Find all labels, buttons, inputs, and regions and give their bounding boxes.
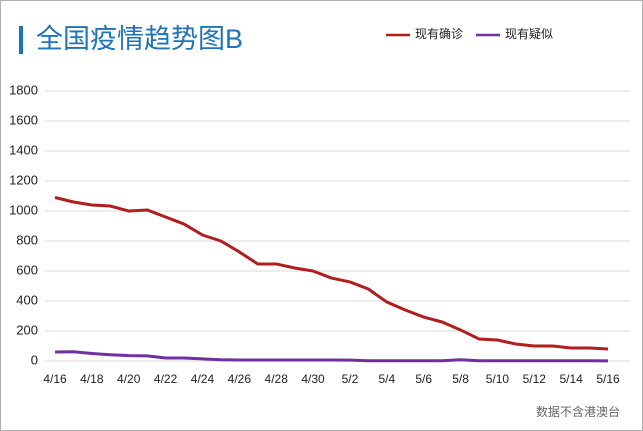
x-tick-label: 5/6 <box>415 372 432 386</box>
x-tick-label: 5/8 <box>452 372 469 386</box>
source-note: 数据不含港澳台 <box>536 404 620 419</box>
y-tick-label: 1200 <box>9 172 38 187</box>
legend-label: 现有确诊 <box>415 27 463 41</box>
x-tick-label: 4/20 <box>117 372 141 386</box>
x-tick-label: 4/16 <box>43 372 67 386</box>
y-tick-label: 800 <box>16 232 38 247</box>
series-line <box>54 350 609 363</box>
y-tick-label: 1400 <box>9 142 38 157</box>
y-tick-label: 400 <box>16 292 38 307</box>
x-tick-label: 5/14 <box>559 372 583 386</box>
y-tick-label: 600 <box>16 262 38 277</box>
x-tick-label: 5/4 <box>378 372 395 386</box>
y-tick-label: 1000 <box>9 202 38 217</box>
chart-title: 全国疫情趋势图B <box>36 24 243 54</box>
x-tick-label: 4/30 <box>301 372 325 386</box>
x-tick-label: 4/24 <box>191 372 215 386</box>
title-bar <box>19 26 23 54</box>
x-tick-label: 4/22 <box>154 372 178 386</box>
y-tick-label: 1800 <box>9 82 38 97</box>
legend-label: 现有疑似 <box>505 26 553 41</box>
x-tick-label: 5/12 <box>523 372 547 386</box>
x-tick-label: 5/2 <box>342 372 359 386</box>
y-tick-label: 0 <box>31 352 38 367</box>
x-tick-label: 5/10 <box>486 372 510 386</box>
x-tick-label: 5/16 <box>596 372 620 386</box>
y-tick-label: 200 <box>16 322 38 337</box>
x-tick-label: 4/26 <box>228 372 252 386</box>
x-tick-label: 4/18 <box>80 372 104 386</box>
series-line <box>54 196 609 351</box>
x-tick-label: 4/28 <box>265 372 289 386</box>
y-tick-label: 1600 <box>9 112 38 127</box>
